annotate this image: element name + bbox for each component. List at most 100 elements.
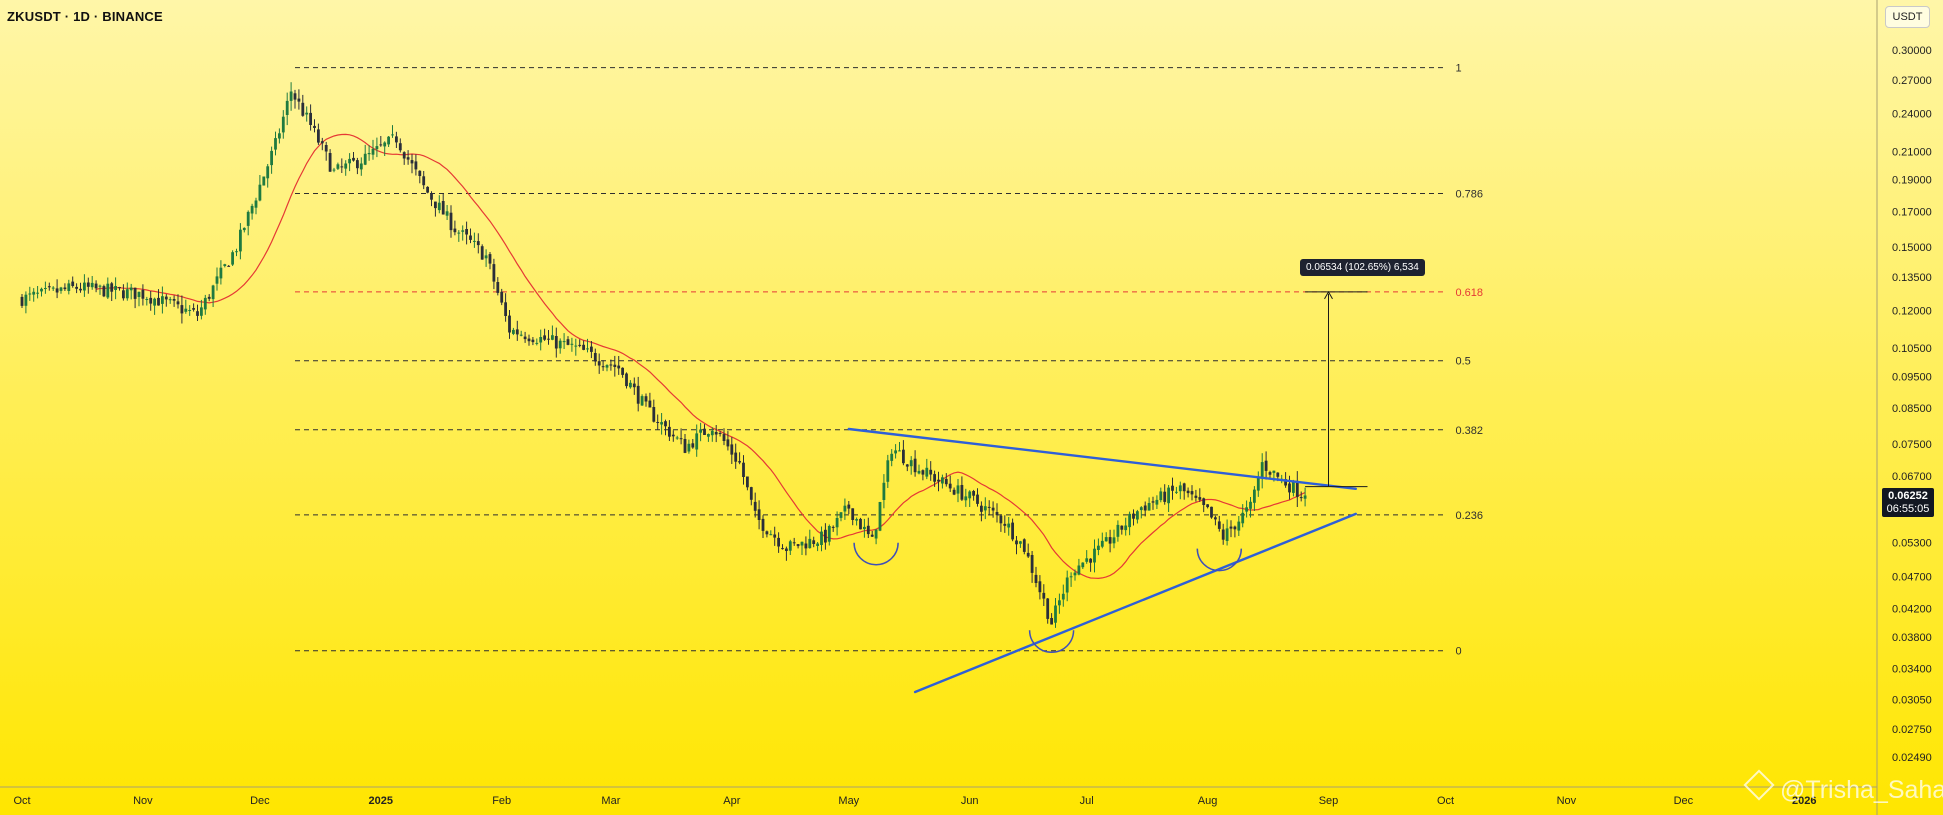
candle-body [675,437,679,439]
candle-body [679,438,683,440]
candle-body [434,201,437,209]
candle-body [952,489,956,495]
candle-body [597,361,601,366]
candle-body [847,504,851,509]
candle-body [1065,577,1069,593]
candle-body [1116,524,1120,537]
moving-average-line [95,133,1306,580]
candle-body [1241,512,1245,524]
candle-body [98,285,102,287]
candle-body [827,526,831,542]
candle-body [753,501,757,511]
candle-body [738,461,741,463]
candle-body [621,367,624,375]
candle-body [527,338,531,342]
currency-button[interactable]: USDT [1885,6,1930,28]
candle-body [172,299,176,301]
candle-body [593,353,597,362]
candle-body [188,310,192,311]
candle-body [671,434,675,437]
price-tick-label: 0.27000 [1892,75,1932,87]
candle-body [722,434,726,441]
price-tick-label: 0.07500 [1892,439,1932,451]
candle-body [1050,618,1053,625]
candle-body [617,365,621,369]
candle-body [1198,497,1202,500]
candle-body [250,205,254,214]
candle-body [925,467,929,477]
candle-body [972,491,975,496]
candle-body [730,444,734,455]
candle-body [632,383,636,388]
candle-body [133,287,137,299]
candle-body [699,429,702,433]
time-tick-label: Nov [133,795,153,807]
candle-body [504,302,507,316]
candle-body [383,142,387,147]
candle-body [71,281,75,286]
candle-body [278,133,281,139]
candle-body [664,421,667,427]
candle-body [231,252,234,265]
candle-body [574,345,578,347]
candle-body [24,294,28,306]
candle-body [613,364,617,367]
candle-body [1007,523,1011,528]
candle-body [1233,526,1237,530]
candle-body [937,479,940,482]
candle-body [558,340,562,349]
candle-body [742,462,745,477]
candle-body [586,348,589,350]
candle-body [55,288,59,293]
candle-body [1264,460,1268,471]
price-tick-label: 0.02490 [1892,752,1932,764]
fib-level-label: 1 [1456,63,1462,75]
candle-body [356,160,359,169]
trendline-descending-resistance [847,427,1358,490]
last-price-badge: 0.06252 06:55:05 [1882,488,1934,517]
price-tick-label: 0.03050 [1892,694,1932,706]
candle-body [519,334,523,336]
candle-body [223,264,227,266]
candle-body [1288,483,1291,493]
candle-body [461,230,465,232]
candle-body [859,518,862,530]
candle-body [929,469,933,475]
candle-body [20,296,24,306]
candle-body [207,296,211,299]
candle-body [761,518,765,531]
fib-level-label: 0.5 [1456,356,1471,368]
candle-body [855,519,858,521]
candle-body [1054,605,1057,623]
candle-body [59,287,63,291]
time-tick-label: Dec [250,795,270,807]
time-tick-label: May [838,795,859,807]
candle-body [687,443,691,452]
candle-body [40,288,43,292]
candle-body [870,534,874,537]
candle-body [987,506,991,508]
time-tick-label: 2026 [1792,795,1816,807]
candle-body [660,422,663,425]
candle-body [726,439,730,447]
candle-body [1299,497,1303,499]
candle-body [164,296,168,300]
candle-body [1104,537,1108,542]
candle-body [710,430,714,436]
candle-body [1058,600,1061,606]
candle-body [644,396,648,402]
candle-body [406,157,410,160]
candle-body [324,145,328,152]
time-axis[interactable]: Oct Nov Dec 2025 Feb Mar Apr May Jun Jul Aug Sep Oct… [13,795,1816,807]
price-axis[interactable]: 0.30000 0.27000 0.24000 0.21000 0.19000 0.170… [1892,45,1932,764]
candle-body [890,453,894,461]
price-tick-label: 0.15000 [1892,242,1932,254]
candle-body [1237,521,1241,531]
candle-body [991,507,995,511]
candle-body [340,166,344,168]
trendlines [847,427,1358,694]
candle-body [983,506,987,511]
candle-body [1019,541,1022,544]
candle-body [796,544,800,547]
